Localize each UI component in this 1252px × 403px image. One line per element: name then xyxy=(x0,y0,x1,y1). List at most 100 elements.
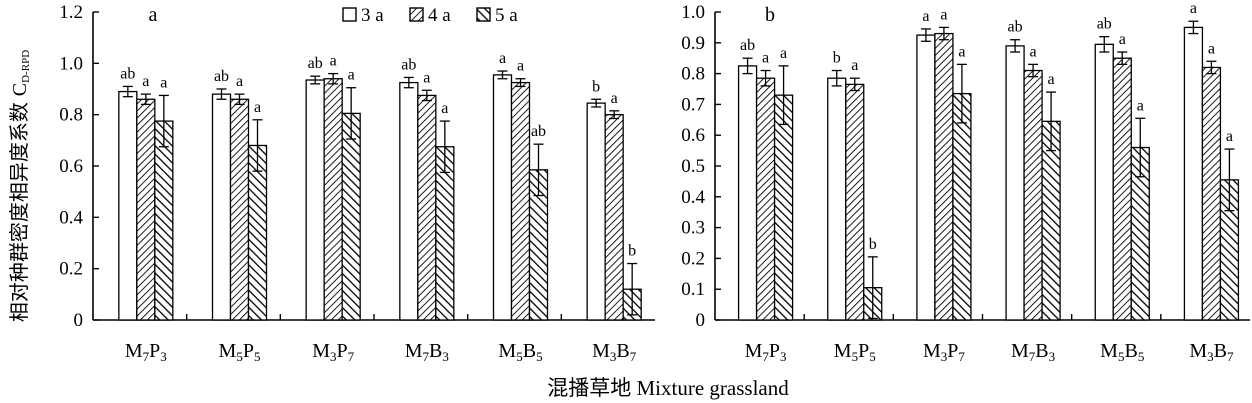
bar xyxy=(845,83,865,321)
bar xyxy=(1023,69,1043,321)
bar xyxy=(417,94,437,321)
y-axis-title-text: 相对种群密度相异度系数 xyxy=(8,102,31,322)
y-tick-label: 0 xyxy=(696,310,706,331)
bar xyxy=(118,90,138,321)
significance-letter: a xyxy=(142,73,149,90)
bar xyxy=(934,32,954,321)
y-tick-label: 0.7 xyxy=(681,94,705,115)
bar xyxy=(229,98,250,321)
y-tick-label: 0.1 xyxy=(681,279,705,300)
x-tick-label: M5B5 xyxy=(1100,340,1144,364)
bar xyxy=(952,92,972,321)
panel-label: a xyxy=(149,4,158,26)
bar xyxy=(399,81,419,321)
bar xyxy=(341,112,361,321)
x-tick-label: M3P7 xyxy=(923,340,965,364)
y-tick-label: 0.5 xyxy=(681,156,705,177)
bar xyxy=(827,77,847,321)
significance-letter: a xyxy=(1119,31,1126,48)
significance-letter: a xyxy=(1208,40,1215,57)
significance-letter: b xyxy=(592,78,600,95)
significance-letter: a xyxy=(922,8,929,25)
bar xyxy=(1094,43,1114,321)
significance-letter: a xyxy=(160,74,167,91)
x-tick-label: M5P5 xyxy=(834,340,876,364)
significance-letter: ab xyxy=(1008,19,1023,36)
significance-letter: a xyxy=(254,99,261,116)
y-tick-label: 0.3 xyxy=(681,218,705,239)
y-tick-label: 0.8 xyxy=(681,64,705,85)
y-axis-title-symbol: C xyxy=(9,83,31,96)
significance-letter: a xyxy=(1030,43,1037,60)
significance-letter: a xyxy=(940,6,947,23)
bar xyxy=(737,65,758,321)
bar xyxy=(586,102,606,321)
x-tick-label: M7B3 xyxy=(1011,340,1055,364)
x-axis-title: 混播草地 Mixture grassland xyxy=(547,376,789,400)
bar xyxy=(323,78,343,321)
bar xyxy=(773,94,794,321)
significance-letter: a xyxy=(1048,71,1055,88)
y-tick-label: 0 xyxy=(74,310,84,331)
bar xyxy=(1201,66,1222,321)
significance-letter: a xyxy=(762,50,769,67)
bar xyxy=(492,74,513,321)
bar xyxy=(755,77,776,321)
significance-letter: a xyxy=(1190,0,1197,17)
legend-label-5a: 5 a xyxy=(495,5,518,26)
y-tick-label: 1.0 xyxy=(681,2,705,23)
bar xyxy=(604,114,624,321)
significance-letter: a xyxy=(330,53,337,70)
y-tick-label: 0.6 xyxy=(59,156,83,177)
panel-label: b xyxy=(765,4,775,26)
significance-letter: a xyxy=(611,90,618,107)
y-axis-title: 相对种群密度相异度系数 CD-RPD xyxy=(8,50,32,322)
y-tick-label: 0.4 xyxy=(59,207,83,228)
significance-letter: ab xyxy=(308,55,323,72)
significance-letter: a xyxy=(1226,128,1233,145)
significance-letter: ab xyxy=(214,68,229,85)
significance-letter: a xyxy=(348,67,355,84)
y-tick-label: 0.9 xyxy=(681,33,705,54)
y-axis-title-subscript: D-RPD xyxy=(20,50,32,83)
x-tick-label: M7P3 xyxy=(745,340,787,364)
x-tick-label: M7B3 xyxy=(405,340,449,364)
significance-letter: ab xyxy=(401,56,416,73)
bar xyxy=(211,93,232,321)
legend-label-3a: 3 a xyxy=(361,5,384,26)
x-tick-label: M7P3 xyxy=(125,340,167,364)
significance-letter: ab xyxy=(531,123,546,140)
significance-letter: a xyxy=(780,45,787,62)
y-tick-label: 1.2 xyxy=(59,2,83,23)
y-tick-label: 0.2 xyxy=(681,248,705,269)
significance-letter: ab xyxy=(740,37,755,54)
significance-letter: a xyxy=(851,57,858,74)
x-tick-label: M5P5 xyxy=(219,340,261,364)
bar xyxy=(154,120,174,321)
x-tick-label: M3B7 xyxy=(592,340,637,364)
significance-letter: a xyxy=(441,100,448,117)
y-tick-label: 0.2 xyxy=(59,259,83,280)
significance-letter: a xyxy=(236,73,243,90)
x-tick-label: M3P7 xyxy=(312,340,354,364)
legend-swatch-5a xyxy=(476,7,491,22)
x-tick-label: M3B7 xyxy=(1189,340,1234,364)
bar xyxy=(305,79,325,321)
bar xyxy=(1112,57,1132,321)
x-tick-label: M5B5 xyxy=(498,340,542,364)
y-tick-label: 0.4 xyxy=(681,187,705,208)
significance-letter: a xyxy=(423,69,430,86)
y-tick-label: 0.6 xyxy=(681,125,705,146)
y-tick-label: 1.0 xyxy=(59,53,83,74)
significance-letter: ab xyxy=(1097,16,1112,33)
significance-letter: b xyxy=(833,50,841,67)
significance-letter: ab xyxy=(120,65,135,82)
legend-label-4a: 4 a xyxy=(428,5,451,26)
significance-letter: a xyxy=(1137,97,1144,114)
significance-letter: b xyxy=(869,236,877,253)
significance-letter: b xyxy=(628,243,636,260)
bar xyxy=(1005,45,1025,321)
bar xyxy=(1183,26,1204,321)
